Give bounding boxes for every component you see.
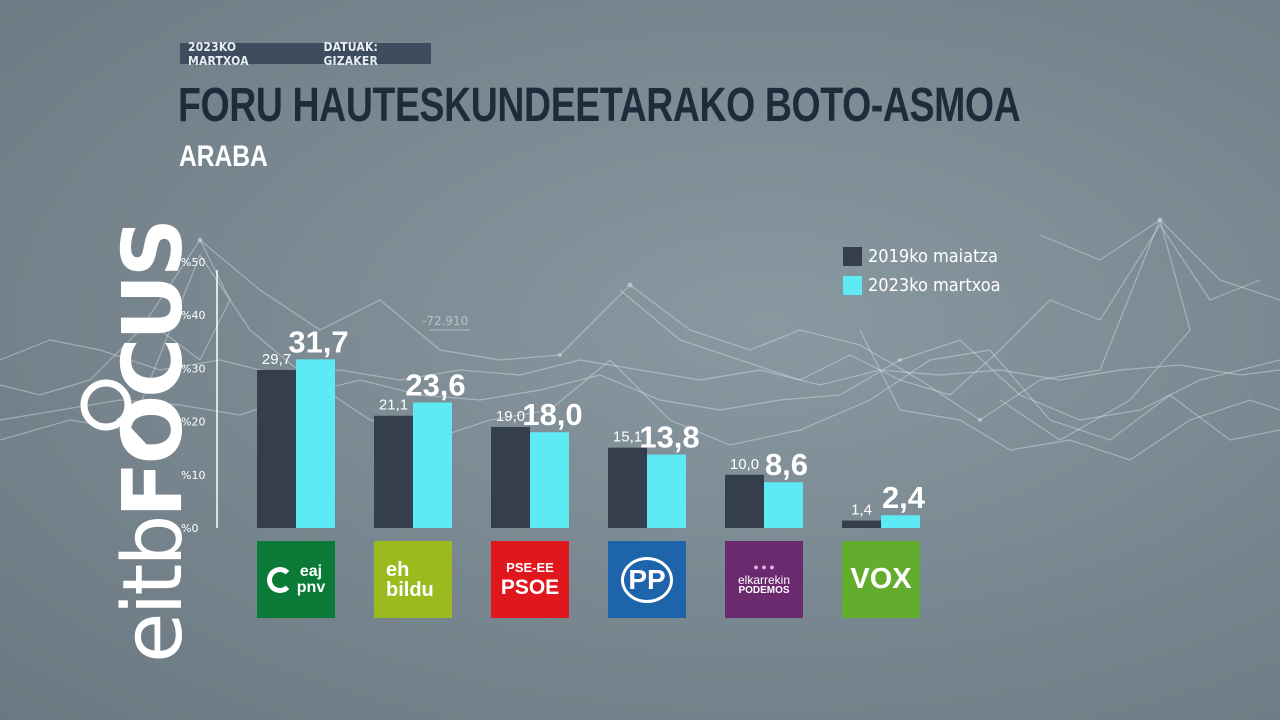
date-label: 2023KO MARTXOA <box>188 39 249 68</box>
bar-2023 <box>530 432 569 528</box>
eh-bildu-logo-icon: eh bildu <box>374 541 452 618</box>
bar-2019 <box>374 415 413 528</box>
legend-swatch-2019 <box>843 246 862 266</box>
data-label-2023: 18,0 <box>522 397 582 432</box>
data-label-2023: 2,4 <box>882 480 926 515</box>
bar-2023 <box>647 454 686 528</box>
bar-2019 <box>725 474 764 528</box>
legend-item-2023: 2023ko martxoa <box>843 273 1001 297</box>
psoe-logo-icon: PSE-EE PSOE <box>491 541 569 618</box>
bar-2023 <box>764 482 803 528</box>
party-name-line2: PSOE <box>500 576 560 599</box>
header-bar: 2023KO MARTXOA DATUAK: GIZAKER <box>180 40 431 68</box>
chart-legend: 2019ko maiatza 2023ko martxoa <box>843 244 1001 302</box>
legend-label-2019: 2019ko maiatza <box>868 245 998 267</box>
data-label-2019: 15,1 <box>613 429 642 446</box>
magnifier-icon <box>80 379 152 455</box>
data-label-2023: 31,7 <box>288 324 348 359</box>
legend-label-2023: 2023ko martxoa <box>868 274 1001 296</box>
eaj-pnv-logo-icon: eaj pnv <box>257 541 335 618</box>
elkarrekin-podemos-logo-icon: ● ● ● elkarrekin PODEMOS <box>725 541 803 618</box>
data-label-2019: 29,7 <box>262 351 291 368</box>
y-tick-label: %0 <box>181 522 198 535</box>
party-name-line2: bildu <box>386 578 434 601</box>
y-tick-label: %30 <box>181 362 205 375</box>
pp-logo-icon: PP <box>608 541 686 618</box>
bar-2019 <box>608 447 647 528</box>
y-tick-label: %10 <box>181 469 205 482</box>
chart-title: FORU HAUTESKUNDEETARAKO BOTO-ASMOA <box>178 79 1021 132</box>
eitb-focus-brand <box>48 205 158 660</box>
chart-subtitle: ARABA <box>179 140 268 173</box>
party-name-line1: eh <box>386 558 410 581</box>
party-name-line2: PODEMOS <box>738 585 790 596</box>
y-tick-label: %20 <box>181 416 205 429</box>
party-name-line1: eaj <box>299 562 323 580</box>
legend-swatch-2023 <box>843 275 862 295</box>
party-name-line1: PP <box>621 556 673 603</box>
podemos-dots: ● ● ● <box>753 562 775 572</box>
data-label-2019: 21,1 <box>379 397 408 414</box>
data-label-2023: 13,8 <box>639 420 699 455</box>
bar-2019 <box>842 520 881 528</box>
legend-item-2019: 2019ko maiatza <box>843 244 1001 268</box>
bar-2019 <box>257 369 296 528</box>
bar-2023 <box>413 402 452 528</box>
data-label-2023: 8,6 <box>765 447 808 482</box>
data-label-2019: 10,0 <box>730 456 759 473</box>
vox-logo-icon: VOX <box>842 541 920 618</box>
bar-2023 <box>296 359 335 528</box>
y-tick-label: %40 <box>181 309 205 322</box>
data-label-2023: 23,6 <box>405 367 465 402</box>
eaj-wordmark: eaj pnv <box>296 562 326 596</box>
bar-2023 <box>881 515 920 528</box>
party-name-line1: VOX <box>850 563 912 595</box>
bar-2019 <box>491 426 530 528</box>
background-annotation: -72.910 <box>422 314 468 328</box>
party-name-line1: PSE-EE <box>506 560 554 575</box>
source-label: DATUAK: GIZAKER <box>323 39 379 68</box>
y-tick-label: %50 <box>181 256 205 269</box>
party-name-line1: elkarrekin <box>737 573 791 587</box>
party-name-line2: pnv <box>296 578 326 596</box>
data-label-2019: 1,4 <box>851 502 872 519</box>
data-label-2019: 19,0 <box>496 408 525 425</box>
eaj-leaf-mark <box>266 566 293 593</box>
